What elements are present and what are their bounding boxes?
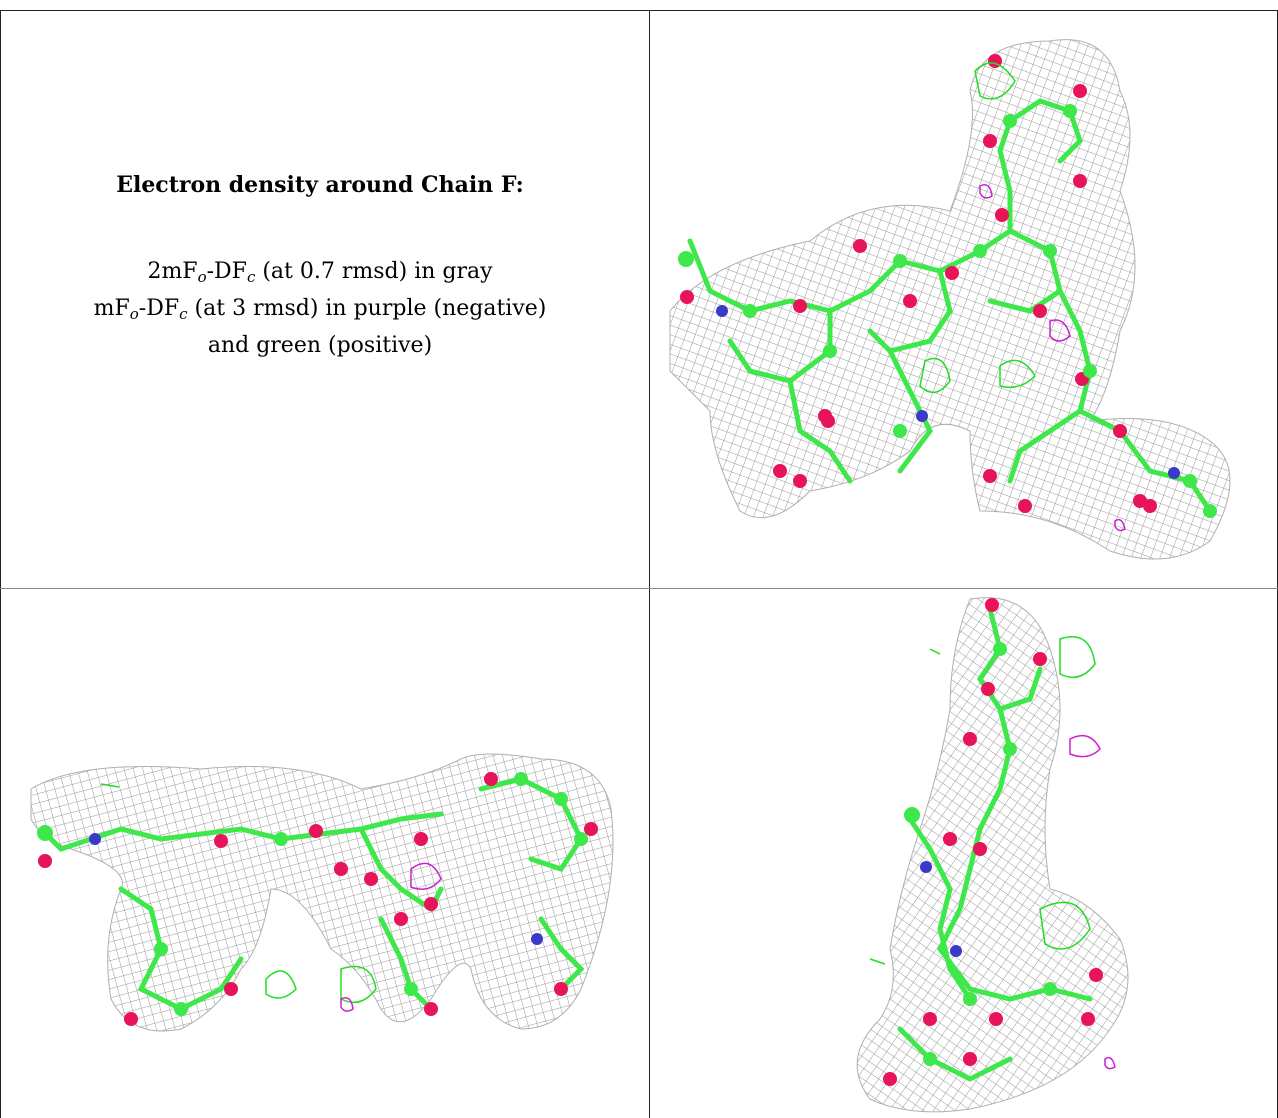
density-mesh bbox=[30, 753, 614, 1032]
border-middle bbox=[649, 10, 650, 1118]
legend: Electron density around Chain F: 2mFo-DF… bbox=[40, 170, 600, 361]
density-panel-bottom-left bbox=[1, 589, 649, 1118]
nitrogen-atoms bbox=[920, 861, 962, 957]
positive-difference-density bbox=[869, 636, 1096, 965]
molecule-model bbox=[687, 98, 1213, 514]
legend-line-colors: and green (positive) bbox=[207, 333, 433, 358]
negative-difference-density bbox=[1069, 734, 1116, 1070]
oxygen-atoms bbox=[38, 772, 598, 1026]
legend-cell: Electron density around Chain F: 2mFo-DF… bbox=[0, 10, 649, 588]
border-middle-horizontal bbox=[0, 588, 1278, 589]
border-top bbox=[0, 10, 1278, 11]
nitrogen-atoms bbox=[89, 833, 543, 945]
negative-difference-density bbox=[979, 184, 1126, 532]
negative-difference-density bbox=[340, 862, 442, 1012]
carbon-atoms bbox=[904, 642, 1057, 1066]
legend-line-2mfo: 2mFo-DFc (at 0.7 rmsd) in gray bbox=[147, 259, 493, 286]
positive-difference-density bbox=[100, 783, 377, 1004]
figure-table: Electron density around Chain F: 2mFo-DF… bbox=[0, 10, 1278, 1118]
density-panel-top-right bbox=[650, 11, 1277, 588]
nitrogen-atoms bbox=[716, 305, 1180, 479]
legend-title: Electron density around Chain F: bbox=[116, 172, 524, 198]
oxygen-atoms bbox=[883, 598, 1103, 1086]
density-mesh bbox=[856, 597, 1129, 1113]
density-panel-bottom-right bbox=[650, 589, 1277, 1118]
border-left bbox=[0, 10, 1, 1118]
density-mesh bbox=[669, 39, 1231, 560]
positive-difference-density bbox=[919, 62, 1036, 394]
legend-line-mfo: mFo-DFc (at 3 rmsd) in purple (negative) bbox=[93, 296, 547, 323]
carbon-atoms bbox=[37, 772, 588, 1016]
carbon-atoms bbox=[678, 104, 1217, 518]
molecule-model bbox=[42, 776, 585, 1012]
